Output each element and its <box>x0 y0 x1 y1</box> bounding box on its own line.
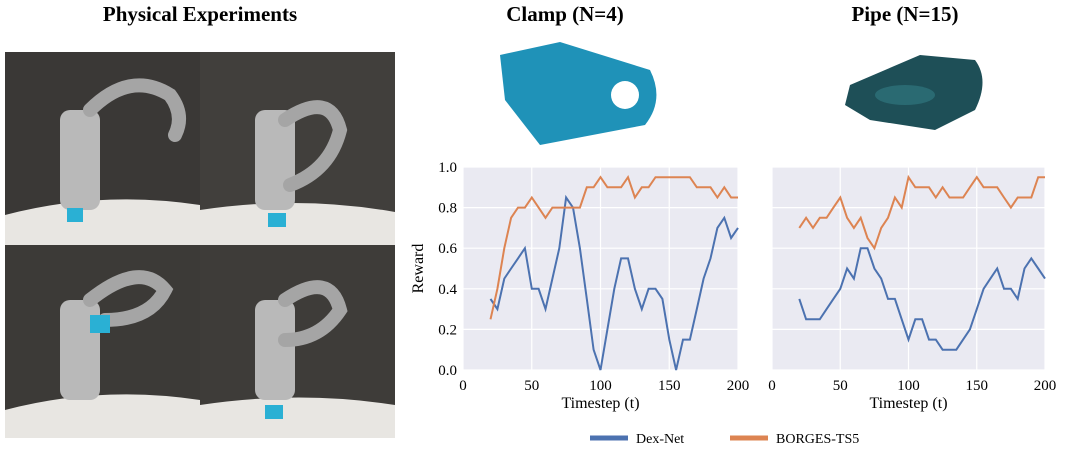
y-tick-label: 0.6 <box>438 241 457 257</box>
y-axis-label: Reward <box>410 244 427 294</box>
x-axis-label: Timestep (t) <box>561 395 639 412</box>
data-line <box>489 194 739 371</box>
chart-title: Pipe (N=15) <box>851 2 958 26</box>
data-line <box>798 247 1046 351</box>
x-axis-label: Timestep (t) <box>869 395 947 412</box>
data-line <box>489 174 738 320</box>
y-tick-label: 0.0 <box>438 363 457 379</box>
x-tick-label: 100 <box>897 378 920 394</box>
x-tick-label: 150 <box>658 378 681 394</box>
object-images <box>500 42 983 145</box>
y-tick-label: 0.2 <box>438 322 457 338</box>
x-tick-label: 0 <box>768 378 776 394</box>
legend-label: BORGES-TS5 <box>776 432 859 447</box>
x-tick-label: 50 <box>833 378 848 394</box>
y-tick-label: 1.0 <box>438 160 457 176</box>
x-tick-label: 200 <box>1034 378 1057 394</box>
legend-label: Dex-Net <box>636 432 684 447</box>
x-tick-label: 100 <box>589 378 612 394</box>
x-tick-label: 150 <box>966 378 989 394</box>
x-tick-label: 50 <box>524 378 539 394</box>
x-tick-label: 200 <box>727 378 750 394</box>
y-tick-label: 0.4 <box>438 282 457 298</box>
figure-title: Physical Experiments <box>103 2 297 26</box>
photos <box>5 52 395 438</box>
x-tick-label: 0 <box>459 378 467 394</box>
chart-title: Clamp (N=4) <box>506 2 624 26</box>
y-tick-label: 0.8 <box>438 201 457 217</box>
data-line <box>798 174 1045 251</box>
